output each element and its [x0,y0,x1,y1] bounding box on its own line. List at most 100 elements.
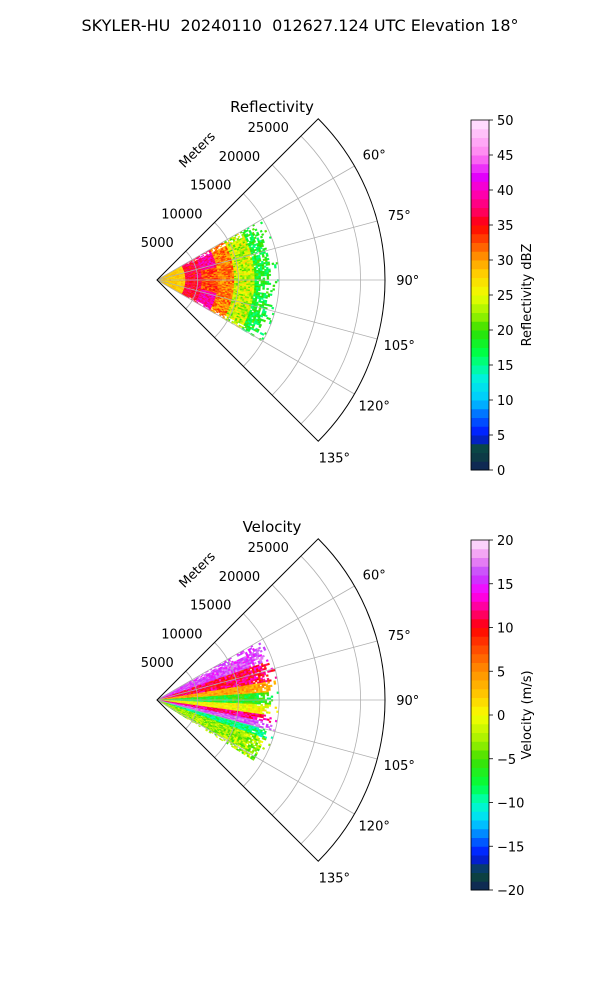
colorbar-label: Reflectivity dBZ [520,244,535,347]
colorbar-band [471,338,489,348]
colorbar-band [471,776,489,786]
colorbar-band [471,811,489,821]
colorbar-band [471,295,489,305]
polar-grid [156,555,385,845]
colorbar-tick-label: −20 [497,884,524,899]
angle-tick-label: 75° [388,209,411,224]
colorbar-tick-label: 0 [497,464,505,479]
page-title: SKYLER-HU 20240110 012627.124 UTC Elevat… [81,16,519,35]
radial-tick-label: 5000 [141,656,174,671]
colorbar: 0 5 10 15 20 25 30 35 40 45 50 Reflectivity dBZ [470,114,535,479]
colorbar-tick-label: 10 [497,394,514,409]
azimuth-spoke [156,699,378,760]
colorbar-band [471,277,489,287]
colorbar-tick-label: 15 [497,359,514,374]
colorbar-band [471,426,489,436]
colorbar-band [471,636,489,646]
colorbar-band [471,417,489,427]
colorbar-band [471,583,489,593]
radial-tick-label: 10000 [161,627,202,642]
colorbar-band [471,225,489,235]
colorbar-band [471,548,489,558]
angle-tick-label: 120° [359,819,390,834]
colorbar-band [471,837,489,847]
colorbar-band [471,461,489,471]
colorbar-tick-label: 20 [497,324,514,339]
radial-tick-label: 20000 [219,150,260,165]
colorbar-tick-label: −15 [497,840,524,855]
colorbar-band [471,741,489,751]
colorbar-tick-label: 30 [497,254,514,269]
colorbar-tick-label: 5 [497,429,505,444]
colorbar-band [471,347,489,357]
polar-grid [156,135,385,425]
panel-title: Reflectivity [230,98,314,116]
colorbar-band [471,592,489,602]
colorbar-band [471,391,489,401]
colorbar-band [471,443,489,453]
radial-tick-label: 10000 [161,207,202,222]
colorbar-band [471,715,489,725]
colorbar-tick-label: 40 [497,184,514,199]
colorbar-band [471,785,489,795]
angle-tick-label: 60° [363,149,386,164]
colorbar-band [471,706,489,716]
sector-frame [156,118,386,442]
colorbar-band [471,233,489,243]
angle-tick-label: 90° [396,274,419,289]
colorbar-band [471,260,489,270]
colorbar-band [471,190,489,200]
colorbar-band [471,723,489,733]
colorbar-tick-label: 45 [497,149,514,164]
colorbar-tick-label: 15 [497,578,514,593]
radial-tick-label: 15000 [190,599,231,614]
reflectivity-panel: Reflectivity 5000 10000 15000 20000 25000 Mete… [141,98,535,479]
colorbar-band [471,321,489,331]
colorbar-band [471,653,489,663]
colorbar-band [471,163,489,173]
radial-axis-label: Meters [177,129,219,171]
colorbar-band [471,120,489,130]
panel-title: Velocity [243,518,302,536]
colorbar-band [471,207,489,217]
colorbar-tick-label: 10 [497,622,514,637]
angle-tick-label: 120° [359,399,390,414]
sector-frame [156,538,386,862]
angle-tick-label: 75° [388,629,411,644]
angle-tick-label: 60° [363,569,386,584]
colorbar-band [471,408,489,418]
azimuth-spoke [156,165,355,281]
colorbar: −20 −15 −10 −5 0 5 10 15 20 Velocity (m/s) [470,534,535,899]
colorbar-band [471,566,489,576]
radial-axis-label: Meters [177,549,219,591]
colorbar-band [471,680,489,690]
colorbar-band [471,251,489,261]
angle-tick-label: 105° [384,759,415,774]
colorbar-band [471,155,489,165]
colorbar-band [471,750,489,760]
colorbar-band [471,846,489,856]
azimuth-spoke [156,279,378,340]
colorbar-band [471,242,489,252]
radial-tick-label: 15000 [190,179,231,194]
colorbar-band [471,330,489,340]
colorbar-band [471,365,489,375]
colorbar-band [471,268,489,278]
colorbar-band [471,767,489,777]
colorbar-tick-label: 25 [497,289,514,304]
colorbar-band [471,540,489,550]
colorbar-band [471,312,489,322]
azimuth-spoke [156,585,355,701]
angle-tick-label: 135° [319,871,350,886]
colorbar-tick-label: 20 [497,534,514,549]
colorbar-band [471,198,489,208]
colorbar-band [471,697,489,707]
colorbar-band [471,575,489,585]
colorbar-tick-label: 5 [497,665,505,680]
colorbar-band [471,758,489,768]
colorbar-band [471,688,489,698]
colorbar-band [471,645,489,655]
colorbar-band [471,382,489,392]
azimuth-spoke [156,220,378,281]
